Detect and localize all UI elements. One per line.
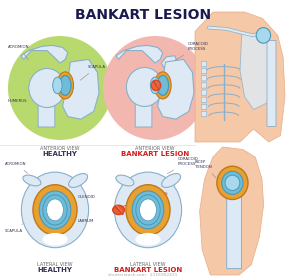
FancyBboxPatch shape (267, 41, 276, 126)
Text: HUMERUS: HUMERUS (8, 93, 36, 103)
Ellipse shape (132, 191, 164, 229)
Ellipse shape (57, 72, 73, 99)
Ellipse shape (33, 185, 77, 235)
Ellipse shape (126, 185, 170, 235)
Ellipse shape (135, 233, 161, 246)
Text: BANKART LESION: BANKART LESION (121, 151, 189, 157)
FancyBboxPatch shape (201, 104, 207, 109)
Ellipse shape (126, 67, 163, 106)
Text: GLENOID: GLENOID (63, 195, 96, 207)
Polygon shape (200, 147, 263, 275)
FancyBboxPatch shape (201, 69, 207, 74)
Circle shape (8, 36, 112, 140)
Polygon shape (195, 12, 285, 142)
Text: CORACOID
PROCESS: CORACOID PROCESS (167, 157, 199, 174)
Ellipse shape (130, 189, 166, 231)
Ellipse shape (43, 195, 67, 225)
Ellipse shape (157, 76, 168, 95)
Text: ACROMION: ACROMION (5, 162, 28, 173)
Circle shape (103, 36, 207, 140)
Text: shutterstock.com · 2116902431: shutterstock.com · 2116902431 (108, 273, 178, 277)
Ellipse shape (46, 199, 63, 221)
Text: ANTERIOR VIEW: ANTERIOR VIEW (135, 146, 175, 151)
Ellipse shape (139, 199, 156, 221)
FancyBboxPatch shape (135, 98, 152, 127)
Text: SCAPULA: SCAPULA (5, 224, 23, 233)
FancyBboxPatch shape (201, 61, 207, 67)
FancyBboxPatch shape (201, 111, 207, 117)
FancyBboxPatch shape (201, 83, 207, 88)
Polygon shape (240, 33, 274, 109)
Ellipse shape (115, 172, 182, 248)
FancyBboxPatch shape (228, 183, 233, 196)
Polygon shape (116, 45, 163, 63)
Polygon shape (63, 59, 99, 119)
Ellipse shape (154, 72, 171, 99)
Ellipse shape (69, 174, 88, 187)
Text: LABRUM: LABRUM (71, 216, 94, 223)
Ellipse shape (113, 205, 125, 214)
FancyBboxPatch shape (201, 90, 207, 95)
Polygon shape (158, 59, 194, 119)
Ellipse shape (39, 191, 71, 229)
Text: HEALTHY: HEALTHY (38, 267, 72, 273)
Text: BICEP
TENDON: BICEP TENDON (195, 160, 216, 178)
Ellipse shape (37, 189, 73, 231)
Text: CORACOID
PROCESS: CORACOID PROCESS (174, 42, 209, 60)
Text: ANTERIOR VIEW: ANTERIOR VIEW (40, 146, 80, 151)
Text: LATERAL VIEW: LATERAL VIEW (130, 262, 166, 267)
FancyBboxPatch shape (227, 194, 241, 269)
Ellipse shape (256, 28, 271, 43)
FancyBboxPatch shape (201, 97, 207, 102)
Text: SCAPULA: SCAPULA (80, 65, 106, 80)
Text: ACROMION: ACROMION (8, 45, 30, 60)
Ellipse shape (217, 166, 248, 199)
Ellipse shape (22, 172, 89, 248)
FancyBboxPatch shape (38, 98, 55, 127)
Ellipse shape (150, 77, 160, 94)
Ellipse shape (53, 77, 62, 94)
Ellipse shape (162, 174, 181, 187)
FancyBboxPatch shape (201, 76, 207, 81)
Ellipse shape (116, 175, 134, 186)
Ellipse shape (59, 76, 71, 95)
Text: BANKART LESION: BANKART LESION (75, 8, 211, 22)
Ellipse shape (42, 233, 68, 246)
Ellipse shape (222, 171, 243, 194)
Ellipse shape (157, 76, 168, 95)
Polygon shape (161, 56, 177, 68)
Ellipse shape (136, 195, 160, 225)
Ellipse shape (29, 69, 65, 108)
Polygon shape (21, 45, 68, 63)
Ellipse shape (59, 76, 71, 95)
Ellipse shape (23, 175, 41, 186)
Text: LATERAL VIEW: LATERAL VIEW (37, 262, 73, 267)
Ellipse shape (225, 175, 240, 190)
Text: TEARS: TEARS (115, 192, 168, 209)
Text: HEALTHY: HEALTHY (42, 151, 77, 157)
Ellipse shape (151, 80, 161, 91)
Text: BANKART LESION: BANKART LESION (114, 267, 182, 273)
